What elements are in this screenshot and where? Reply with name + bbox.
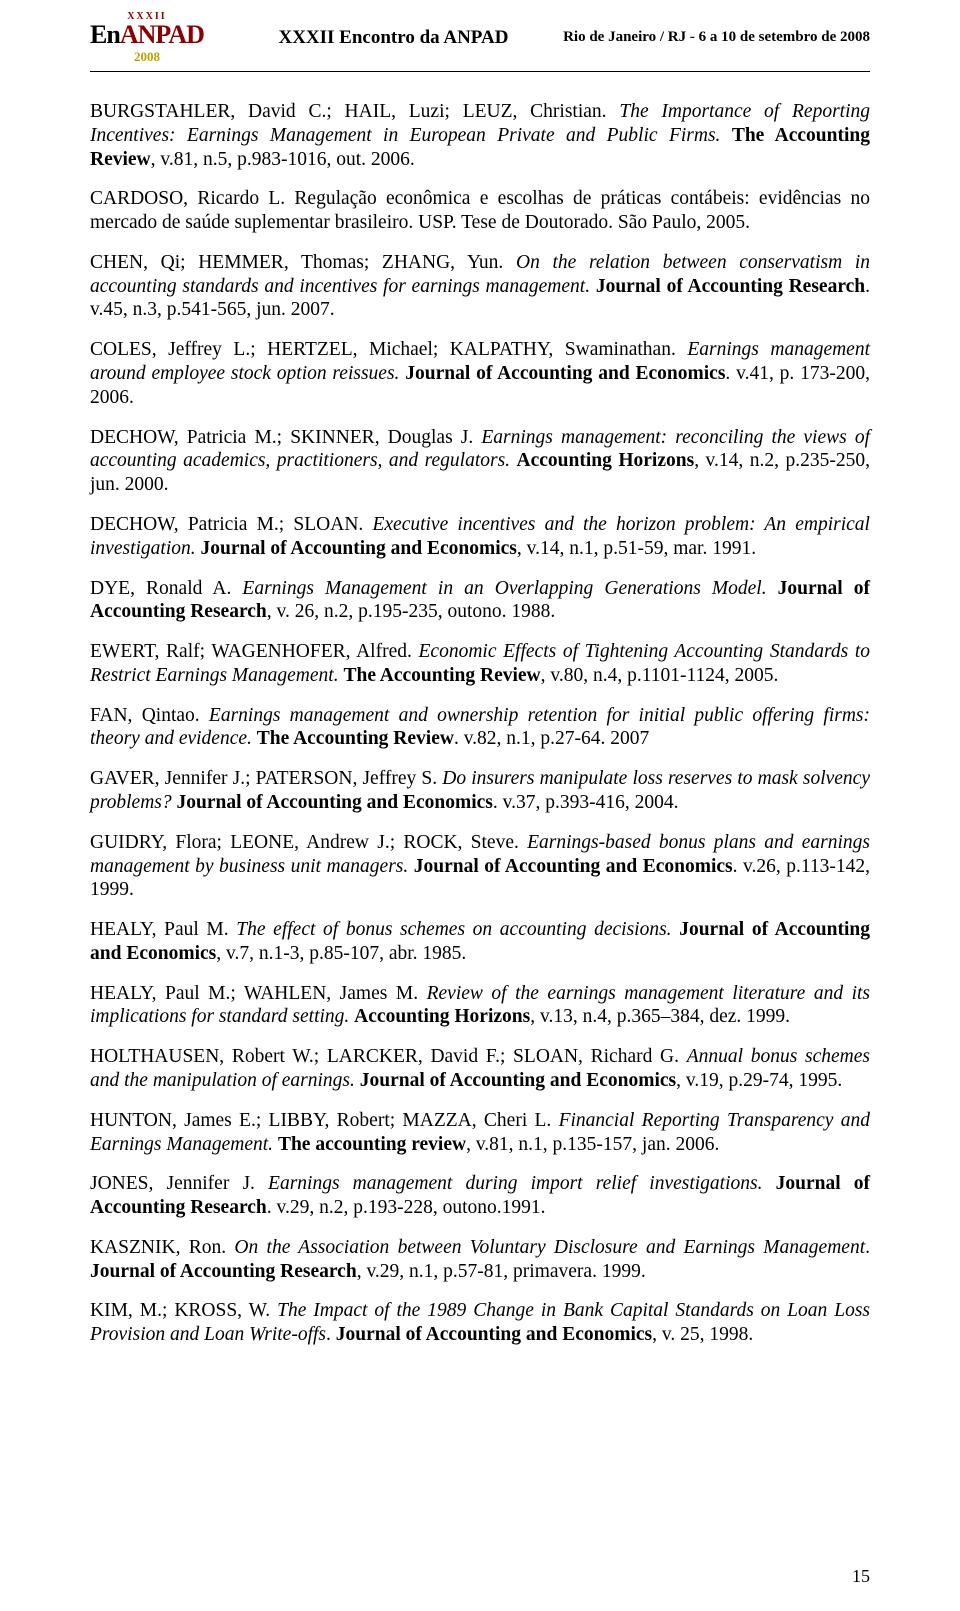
ref-journal: Journal of Accounting Research [90, 1261, 357, 1282]
reference-entry: HUNTON, James E.; LIBBY, Robert; MAZZA, … [90, 1109, 870, 1157]
ref-details: . v.82, n.1, p.27-64. 2007 [454, 728, 649, 749]
logo-main-text: EnANPAD [90, 22, 204, 48]
ref-authors: CARDOSO, Ricardo L. [90, 188, 294, 209]
ref-authors: HEALY, Paul M.; WAHLEN, James M. [90, 983, 427, 1004]
ref-journal: Accounting Horizons [354, 1006, 530, 1027]
ref-details: , v.29, n.1, p.57-81, primavera. 1999. [357, 1261, 646, 1282]
page-number: 15 [852, 1566, 870, 1587]
reference-entry: DECHOW, Patricia M.; SKINNER, Douglas J.… [90, 426, 870, 497]
reference-entry: FAN, Qintao. Earnings management and own… [90, 704, 870, 752]
ref-journal: Journal of Accounting and Economics [336, 1324, 652, 1345]
reference-entry: GAVER, Jennifer J.; PATERSON, Jeffrey S.… [90, 767, 870, 815]
header-title: XXXII Encontro da ANPAD [224, 27, 563, 49]
ref-authors: COLES, Jeffrey L.; HERTZEL, Michael; KAL… [90, 339, 687, 360]
ref-journal: Journal of Accounting Research [596, 276, 865, 297]
ref-authors: KASZNIK, Ron. [90, 1237, 234, 1258]
references-list: BURGSTAHLER, David C.; HAIL, Luzi; LEUZ,… [90, 100, 870, 1347]
ref-mid [762, 1173, 775, 1194]
header-event-info: Rio de Janeiro / RJ - 6 a 10 de setembro… [563, 29, 870, 46]
ref-authors: FAN, Qintao. [90, 705, 209, 726]
ref-details: , v.7, n.1-3, p.85-107, abr. 1985. [216, 943, 466, 964]
ref-authors: DECHOW, Patricia M.; SLOAN. [90, 514, 372, 535]
logo: XXXII EnANPAD 2008 [90, 12, 204, 63]
ref-title: Earnings management during import relief… [268, 1173, 762, 1194]
ref-mid: . [326, 1324, 336, 1345]
ref-journal: Journal of Accounting and Economics [360, 1070, 676, 1091]
reference-entry: HOLTHAUSEN, Robert W.; LARCKER, David F.… [90, 1045, 870, 1093]
ref-details: , v.80, n.4, p.1101-1124, 2005. [541, 665, 779, 686]
reference-entry: HEALY, Paul M.; WAHLEN, James M. Review … [90, 982, 870, 1030]
ref-authors: JONES, Jennifer J. [90, 1173, 268, 1194]
ref-journal: Journal of Accounting and Economics [405, 363, 725, 384]
ref-journal: Accounting Horizons [517, 450, 695, 471]
reference-entry: KASZNIK, Ron. On the Association between… [90, 1236, 870, 1284]
ref-journal: Journal of Accounting and Economics [176, 792, 492, 813]
ref-authors: DYE, Ronald A. [90, 578, 242, 599]
ref-details: , v. 25, 1998. [652, 1324, 753, 1345]
ref-details: , v.14, n.1, p.51-59, mar. 1991. [517, 538, 756, 559]
ref-title: On the Association between Voluntary Dis… [234, 1237, 865, 1258]
ref-details: . v.29, n.2, p.193-228, outono.1991. [267, 1197, 546, 1218]
ref-journal: The accounting review [278, 1134, 466, 1155]
ref-details: , v.13, n.4, p.365–384, dez. 1999. [530, 1006, 790, 1027]
ref-authors: KIM, M.; KROSS, W. [90, 1300, 277, 1321]
ref-mid [767, 578, 778, 599]
ref-authors: DECHOW, Patricia M.; SKINNER, Douglas J. [90, 427, 481, 448]
ref-authors: HEALY, Paul M. [90, 919, 236, 940]
ref-authors: CHEN, Qi; HEMMER, Thomas; ZHANG, Yun. [90, 252, 516, 273]
ref-journal: The Accounting Review [257, 728, 454, 749]
ref-details: , v.81, n.5, p.983-1016, out. 2006. [151, 149, 415, 170]
reference-entry: EWERT, Ralf; WAGENHOFER, Alfred. Economi… [90, 640, 870, 688]
reference-entry: JONES, Jennifer J. Earnings management d… [90, 1172, 870, 1220]
ref-journal: The Accounting Review [343, 665, 540, 686]
ref-journal: Journal of Accounting and Economics [414, 856, 733, 877]
reference-entry: HEALY, Paul M. The effect of bonus schem… [90, 918, 870, 966]
ref-details: . v.37, p.393-416, 2004. [493, 792, 679, 813]
ref-authors: BURGSTAHLER, David C.; HAIL, Luzi; LEUZ,… [90, 101, 619, 122]
ref-details: , v. 26, n.2, p.195-235, outono. 1988. [267, 601, 556, 622]
ref-mid [720, 125, 731, 146]
reference-entry: CARDOSO, Ricardo L. Regulação econômica … [90, 187, 870, 235]
page: XXXII EnANPAD 2008 XXXII Encontro da ANP… [0, 0, 960, 1611]
page-header: XXXII EnANPAD 2008 XXXII Encontro da ANP… [90, 0, 870, 72]
reference-entry: BURGSTAHLER, David C.; HAIL, Luzi; LEUZ,… [90, 100, 870, 171]
ref-authors: HOLTHAUSEN, Robert W.; LARCKER, David F.… [90, 1046, 687, 1067]
ref-authors: GUIDRY, Flora; LEONE, Andrew J.; ROCK, S… [90, 832, 527, 853]
reference-entry: KIM, M.; KROSS, W. The Impact of the 198… [90, 1299, 870, 1347]
ref-journal: Journal of Accounting and Economics [201, 538, 517, 559]
reference-entry: COLES, Jeffrey L.; HERTZEL, Michael; KAL… [90, 338, 870, 409]
ref-details: , v.19, p.29-74, 1995. [676, 1070, 842, 1091]
ref-details: , v.81, n.1, p.135-157, jan. 2006. [466, 1134, 719, 1155]
ref-title: The effect of bonus schemes on accountin… [236, 919, 671, 940]
reference-entry: DYE, Ronald A. Earnings Management in an… [90, 577, 870, 625]
logo-year-text: 2008 [134, 50, 160, 63]
ref-title: Earnings Management in an Overlapping Ge… [242, 578, 766, 599]
reference-entry: DECHOW, Patricia M.; SLOAN. Executive in… [90, 513, 870, 561]
ref-authors: GAVER, Jennifer J.; PATERSON, Jeffrey S. [90, 768, 442, 789]
ref-mid: . [865, 1237, 870, 1258]
ref-authors: HUNTON, James E.; LIBBY, Robert; MAZZA, … [90, 1110, 559, 1131]
ref-authors: EWERT, Ralf; WAGENHOFER, Alfred. [90, 641, 419, 662]
reference-entry: CHEN, Qi; HEMMER, Thomas; ZHANG, Yun. On… [90, 251, 870, 322]
reference-entry: GUIDRY, Flora; LEONE, Andrew J.; ROCK, S… [90, 831, 870, 902]
